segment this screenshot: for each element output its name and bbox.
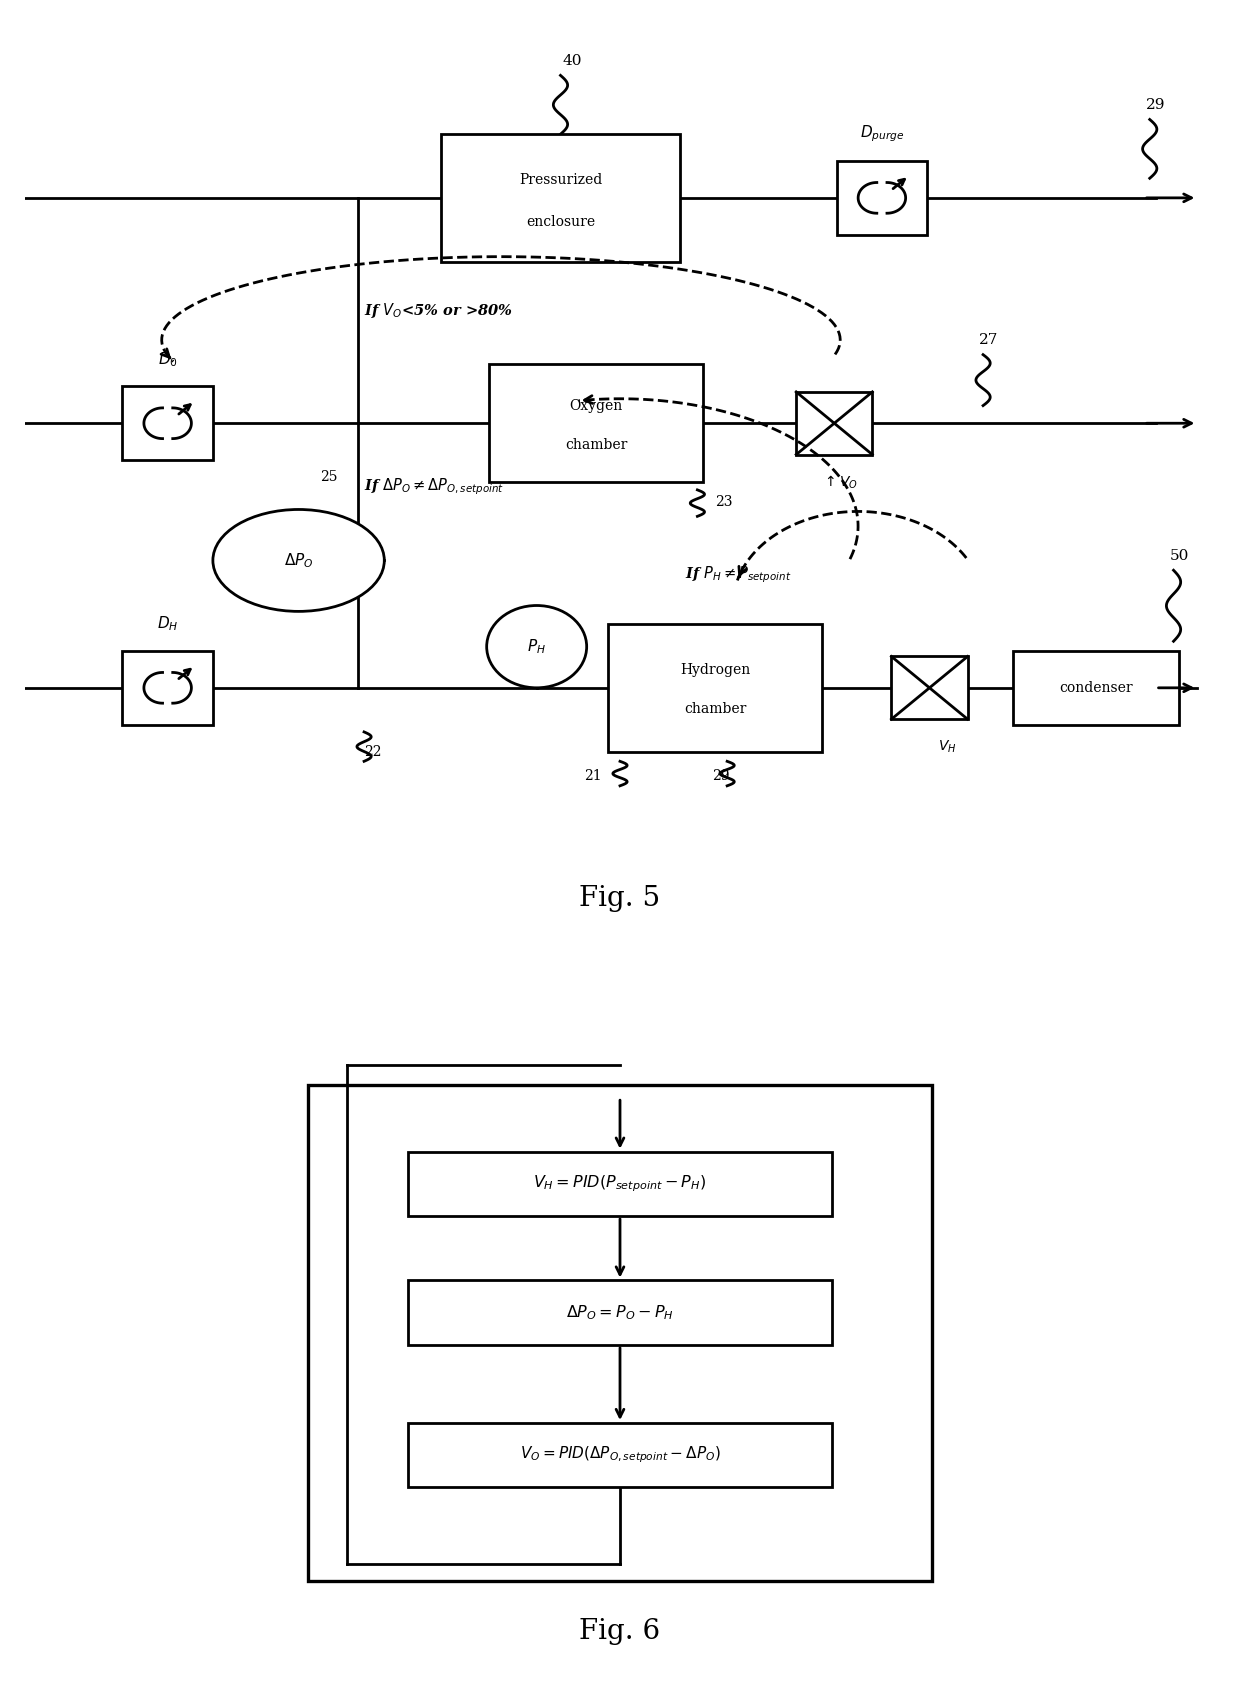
Text: chamber: chamber [565, 438, 627, 451]
Text: 40: 40 [563, 54, 582, 68]
Bar [489, 365, 703, 482]
Bar [441, 134, 680, 261]
Text: $D_0$: $D_0$ [157, 349, 177, 370]
Text: $V_H$: $V_H$ [939, 738, 956, 755]
Text: If $P_H \neq P_{setpoint}$: If $P_H \neq P_{setpoint}$ [686, 565, 792, 585]
Text: 29: 29 [1146, 98, 1166, 112]
Text: chamber: chamber [684, 702, 746, 716]
Text: 25: 25 [320, 470, 337, 483]
Bar [408, 1423, 832, 1487]
Text: enclosure: enclosure [526, 215, 595, 229]
Text: $D_{purge}$: $D_{purge}$ [859, 124, 904, 144]
Bar [408, 1280, 832, 1345]
Text: $P_H$: $P_H$ [527, 638, 546, 656]
Text: condenser: condenser [1059, 680, 1133, 695]
Text: $V_O=PID(\Delta P_{O,setpoint}-\Delta P_O)$: $V_O=PID(\Delta P_{O,setpoint}-\Delta P_… [520, 1445, 720, 1465]
Text: 50: 50 [1169, 548, 1189, 563]
Text: 29: 29 [713, 768, 730, 784]
Text: Hydrogen: Hydrogen [680, 663, 750, 677]
Text: 21: 21 [584, 768, 603, 784]
Bar [123, 651, 213, 726]
Text: 22: 22 [363, 745, 381, 758]
Bar [608, 624, 822, 751]
Text: If $\Delta P_O \neq \Delta P_{O,setpoint}$: If $\Delta P_O \neq \Delta P_{O,setpoint… [365, 477, 505, 497]
Bar [892, 656, 967, 719]
Bar [796, 392, 873, 455]
Text: 23: 23 [715, 495, 733, 509]
Bar [408, 1152, 832, 1216]
Ellipse shape [213, 509, 384, 611]
Text: Pressurized: Pressurized [518, 173, 603, 187]
Text: 27: 27 [980, 332, 998, 348]
Bar [123, 387, 213, 461]
Bar [837, 161, 928, 236]
Text: Fig. 6: Fig. 6 [579, 1618, 661, 1645]
Text: $\uparrow V_O$: $\uparrow V_O$ [822, 473, 858, 490]
Text: $D_H$: $D_H$ [157, 614, 179, 634]
Text: $\Delta P_O$: $\Delta P_O$ [284, 551, 314, 570]
Text: Fig. 5: Fig. 5 [579, 885, 661, 912]
Text: $V_H=PID(P_{setpoint}-P_H)$: $V_H=PID(P_{setpoint}-P_H)$ [533, 1174, 707, 1194]
Text: If $V_O$<5% or >80%: If $V_O$<5% or >80% [365, 302, 513, 321]
Text: Oxygen: Oxygen [569, 399, 622, 412]
Bar [308, 1085, 932, 1581]
Text: $\Delta P_O=P_O-P_H$: $\Delta P_O=P_O-P_H$ [567, 1303, 673, 1323]
Bar [1013, 651, 1179, 724]
